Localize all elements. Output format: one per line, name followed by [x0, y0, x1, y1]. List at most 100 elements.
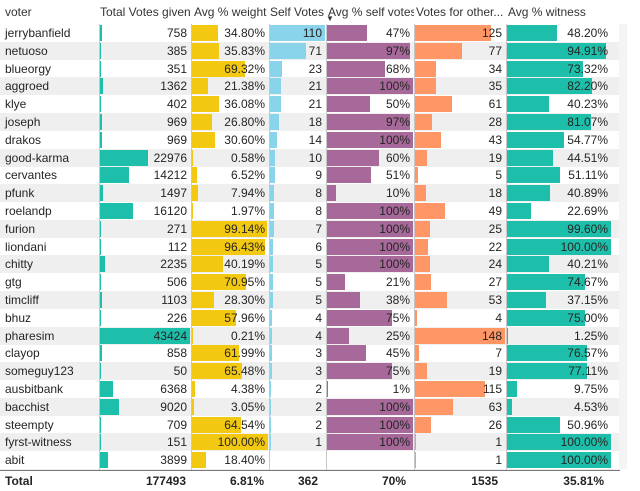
avg-weight-value: 26.80% [224, 115, 265, 129]
self-votes-bar [270, 256, 273, 273]
avg-weight-bar [192, 220, 268, 237]
table-row[interactable]: cervantes 14212 6.52% 9 51% 5 51.11% [0, 166, 620, 184]
table-row[interactable]: good-karma 22976 0.58% 10 60% 19 44.51% [0, 148, 620, 167]
table-row[interactable]: netuoso 385 35.83% 71 97% 77 94.91% [0, 41, 620, 60]
table-row[interactable]: liondani 112 96.43% 6 100% 22 100.00% [0, 238, 620, 256]
total-votes-value: 2235 [160, 257, 187, 272]
table-row[interactable]: bacchist 9020 3.05% 2 100% 63 4.53% [0, 397, 620, 416]
avg-witness-value: 9.75% [573, 382, 608, 396]
avg-witness-value: 1.25% [573, 328, 608, 343]
votes-other-value: 25 [488, 221, 502, 236]
self-votes-value: 3 [315, 346, 322, 361]
table-row[interactable]: blueorgy 351 69.32% 23 68% 34 73.32% [0, 60, 620, 78]
self-votes-value: 2 [315, 417, 322, 432]
self-votes-bar [270, 96, 281, 113]
self-votes-bar [270, 416, 271, 433]
table-row[interactable]: chitty 2235 40.19% 5 100% 24 40.21% [0, 255, 620, 274]
table-row[interactable]: pharesim 43424 0.21% 4 25% 148 1.25% [0, 326, 620, 345]
table-row[interactable]: roelandp 16120 1.97% 8 100% 49 22.69% [0, 202, 620, 220]
table-row[interactable]: drakos 969 30.60% 14 100% 43 54.77% [0, 131, 620, 149]
total-votes-value: 858 [166, 346, 187, 361]
table-row[interactable]: timcliff 1103 28.30% 5 38% 53 37.15% [0, 291, 620, 309]
votes-other-bar [415, 25, 491, 41]
table-row[interactable]: pfunk 1497 7.94% 8 10% 18 40.89% [0, 184, 620, 203]
avg-self-bar [327, 345, 366, 362]
avg-self-value: 60% [385, 150, 410, 165]
avg-witness-bar [507, 309, 585, 326]
table-row[interactable]: fyrst-witness 151 100.00% 1 100% 1 100.00% [0, 433, 620, 452]
avg-witness-value: 40.21% [567, 257, 608, 272]
avg-self-value: 100% [379, 435, 410, 450]
avg-witness-value: 37.15% [567, 293, 608, 307]
table-row[interactable]: clayop 858 61.99% 3 45% 7 76.57% [0, 344, 620, 362]
avg-witness-bar [507, 114, 592, 130]
voter-name: furion [5, 221, 36, 236]
col-header-votes-other[interactable]: Votes for other... [416, 5, 504, 19]
votes-other-value: 61 [488, 97, 502, 112]
avg-witness-bar [507, 203, 531, 219]
voter-name: abit [5, 453, 25, 468]
table-row[interactable]: furion 271 99.14% 7 100% 25 99.60% [0, 219, 620, 238]
table-row[interactable]: someguy123 50 65.48% 3 75% 19 77.11% [0, 362, 620, 381]
table-row[interactable]: klye 402 36.08% 21 50% 61 40.23% [0, 95, 620, 113]
voter-name: drakos [5, 132, 42, 147]
total-votes-value: 226 [166, 310, 187, 325]
table-row[interactable]: aggroed 1362 21.38% 21 100% 35 82.20% [0, 77, 620, 96]
table-row[interactable]: abit 3899 18.40% 1 100.00% [0, 451, 620, 469]
avg-self-value: 75% [385, 364, 410, 379]
total-votes-bar [100, 60, 101, 77]
avg-witness-value: 76.57% [567, 346, 608, 361]
total-votes-value: 385 [166, 43, 187, 58]
votes-other-bar [415, 131, 442, 148]
avg-self-value: 100% [379, 204, 410, 218]
col-header-voter[interactable]: voter [5, 5, 32, 19]
avg-witness-value: 81.07% [567, 115, 608, 129]
avg-weight-value: 100.00% [217, 435, 265, 450]
col-header-total-votes[interactable]: Total Votes given [100, 5, 190, 19]
avg-weight-bar [192, 256, 223, 273]
col-header-avg-weight[interactable]: Avg % weight [194, 5, 267, 19]
self-votes-bar [270, 42, 306, 59]
votes-other-value: 7 [495, 346, 502, 361]
total-votes-bar [100, 149, 148, 166]
votes-other-bar [415, 327, 505, 344]
total-votes-bar [100, 274, 102, 291]
voter-name: steempty [5, 417, 54, 432]
total-votes-bar [100, 452, 109, 469]
votes-other-bar [415, 452, 416, 469]
avg-self-value: 51% [385, 168, 410, 183]
votes-other-bar [415, 203, 445, 219]
avg-weight-value: 96.43% [224, 239, 265, 254]
col-header-self-votes[interactable]: Self Votes [270, 5, 324, 19]
avg-weight-bar [192, 452, 206, 469]
table-row[interactable]: ausbitbank 6368 4.38% 2 1% 115 9.75% [0, 380, 620, 398]
self-votes-value: 8 [315, 186, 322, 201]
table-row[interactable]: bhuz 226 57.96% 4 75% 4 75.00% [0, 309, 620, 327]
votes-other-value: 4 [495, 310, 502, 325]
avg-weight-value: 34.80% [224, 26, 265, 40]
table-row[interactable]: steempty 709 64.54% 2 100% 26 50.96% [0, 416, 620, 434]
self-votes-bar [270, 185, 274, 202]
table-row[interactable]: jerrybanfield 758 34.80% 110 47% 125 48.20% [0, 24, 620, 42]
total-votes-bar [100, 363, 101, 380]
col-header-avg-witness[interactable]: Avg % witness [508, 5, 586, 19]
votes-other-bar [415, 114, 433, 130]
avg-weight-bar [192, 203, 194, 219]
votes-other-bar [415, 220, 431, 237]
avg-witness-bar [507, 452, 611, 469]
avg-weight-value: 6.52% [230, 168, 265, 183]
vertical-scrollbar[interactable] [619, 24, 627, 469]
total-votes-value: 112 [167, 239, 187, 254]
voter-name: roelandp [5, 204, 52, 218]
table-row[interactable]: joseph 969 26.80% 18 97% 28 81.07% [0, 113, 620, 131]
avg-witness-bar [507, 238, 611, 255]
table-row[interactable]: gtg 506 70.95% 5 21% 27 74.67% [0, 273, 620, 291]
col-header-avg-self[interactable]: Avg % self votes [328, 5, 414, 19]
avg-self-bar [327, 25, 368, 41]
avg-witness-bar [507, 167, 561, 184]
avg-self-value: 1% [392, 382, 410, 396]
avg-weight-bar [192, 292, 214, 308]
votes-other-bar [415, 416, 431, 433]
voter-name: pfunk [5, 186, 35, 201]
avg-witness-value: 40.23% [567, 97, 608, 112]
